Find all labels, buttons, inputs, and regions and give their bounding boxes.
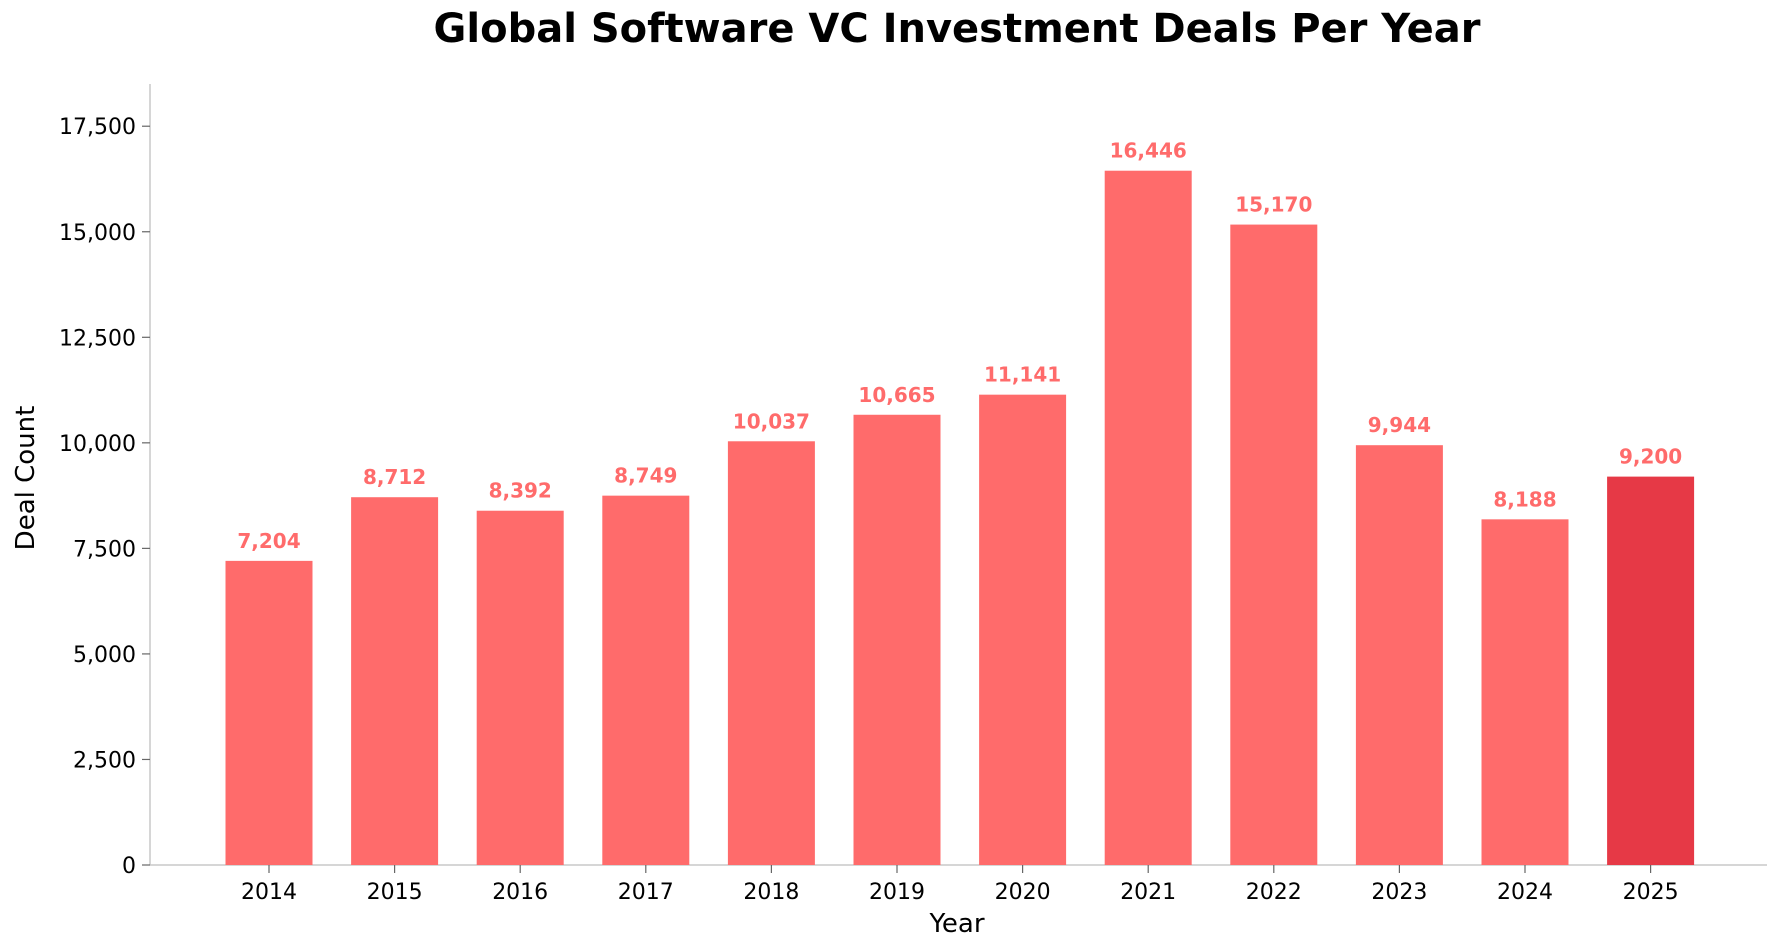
data-label-2015: 8,712 bbox=[363, 465, 426, 489]
data-label-2021: 16,446 bbox=[1110, 139, 1187, 163]
bar-2017 bbox=[602, 495, 690, 865]
y-axis-label: Deal Count bbox=[11, 406, 41, 551]
x-tick-label: 2017 bbox=[618, 880, 674, 905]
bar-2015 bbox=[351, 497, 439, 865]
x-tick-label: 2019 bbox=[869, 880, 925, 905]
data-label-2017: 8,749 bbox=[614, 464, 677, 488]
data-label-2018: 10,037 bbox=[733, 409, 810, 433]
bars-group bbox=[225, 170, 1695, 866]
x-tick-label: 2015 bbox=[367, 880, 423, 905]
x-axis: 2014 2015 2016 2017 2018 2019 2020 2021 2022 2023… bbox=[150, 864, 1767, 905]
x-axis-label: Year bbox=[928, 909, 984, 939]
bar-2016 bbox=[476, 510, 564, 865]
bar-2024 bbox=[1481, 519, 1569, 865]
data-label-2014: 7,204 bbox=[237, 529, 300, 553]
y-tick-label: 7,500 bbox=[73, 537, 136, 562]
x-tick-label: 2020 bbox=[995, 880, 1051, 905]
x-tick-label: 2022 bbox=[1246, 880, 1302, 905]
x-tick-label: 2021 bbox=[1120, 880, 1176, 905]
bar-2021 bbox=[1104, 170, 1192, 866]
y-tick-label: 15,000 bbox=[59, 221, 136, 246]
chart-title: Global Software VC Investment Deals Per … bbox=[434, 6, 1481, 52]
y-tick-label: 12,500 bbox=[59, 326, 136, 351]
y-tick-label: 5,000 bbox=[73, 643, 136, 668]
data-label-2016: 8,392 bbox=[489, 479, 552, 503]
bar-2025 bbox=[1607, 476, 1695, 865]
data-label-2022: 15,170 bbox=[1235, 193, 1312, 217]
x-tick-label: 2016 bbox=[492, 880, 548, 905]
x-tick-label: 2018 bbox=[743, 880, 799, 905]
x-tick-label: 2024 bbox=[1497, 880, 1553, 905]
y-tick-label: 10,000 bbox=[59, 432, 136, 457]
data-labels-group: 7,204 8,712 8,392 8,749 10,037 10,665 11,141 16… bbox=[237, 139, 1682, 553]
x-tick-label: 2025 bbox=[1623, 880, 1679, 905]
data-label-2020: 11,141 bbox=[984, 363, 1061, 387]
bar-2018 bbox=[727, 441, 815, 865]
y-tick-label: 17,500 bbox=[59, 115, 136, 140]
y-axis: 0 2,500 5,000 7,500 10,000 12,500 15,000 17,500 bbox=[59, 84, 151, 879]
bar-2023 bbox=[1355, 445, 1443, 865]
bar-2019 bbox=[853, 414, 941, 865]
y-tick-label: 2,500 bbox=[73, 748, 136, 773]
y-tick-label: 0 bbox=[122, 854, 136, 879]
bar-2022 bbox=[1230, 224, 1318, 865]
x-tick-label: 2023 bbox=[1371, 880, 1427, 905]
x-tick-label: 2014 bbox=[241, 880, 297, 905]
data-label-2023: 9,944 bbox=[1368, 413, 1431, 437]
bar-2014 bbox=[225, 560, 313, 865]
data-label-2019: 10,665 bbox=[858, 383, 935, 407]
data-label-2025: 9,200 bbox=[1619, 445, 1682, 469]
data-label-2024: 8,188 bbox=[1493, 487, 1556, 511]
bar-2020 bbox=[979, 394, 1067, 865]
